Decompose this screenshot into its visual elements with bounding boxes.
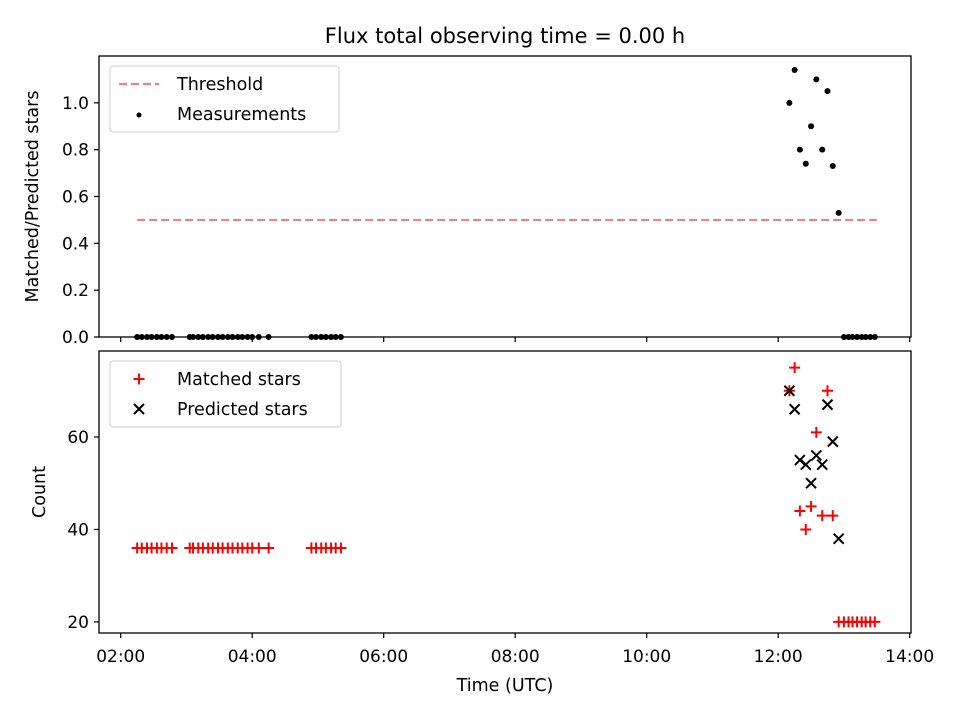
matched-point [800, 523, 812, 535]
legend-box [109, 360, 342, 428]
x-tick-label: 08:00 [491, 647, 540, 667]
measurement-point [786, 99, 793, 106]
legend-label: Predicted stars [177, 400, 308, 420]
measurement-point [802, 160, 809, 167]
measurement-point [819, 146, 826, 153]
legend-measurement-swatch [136, 112, 142, 118]
y-axis-label: Count [30, 466, 50, 518]
predicted-point [783, 385, 796, 397]
matched-point [166, 542, 178, 554]
measurement-point [813, 76, 820, 83]
legend-box [109, 65, 340, 133]
y-tick-label: 60 [67, 428, 89, 448]
y-tick-label: 1.0 [62, 94, 89, 114]
measurement-point [835, 209, 842, 216]
predicted-point [788, 403, 801, 415]
y-tick-label: 0.6 [62, 188, 89, 208]
legend: Matched stars Predicted stars [109, 360, 342, 428]
matched-point [827, 510, 839, 522]
x-tick-label: 10:00 [622, 647, 671, 667]
plot-frame [98, 350, 912, 634]
series-x [783, 385, 845, 545]
y-tick-label: 40 [67, 520, 89, 540]
predicted-point [832, 532, 845, 545]
series-plus [131, 362, 881, 628]
y-tick-label: 0.8 [62, 141, 89, 161]
matched-point [253, 542, 265, 554]
x-axis-label: Time (UTC) [456, 676, 554, 696]
x-tick-label: 02:00 [96, 647, 145, 667]
y-tick-label: 20 [67, 613, 89, 633]
x-tick-label: 06:00 [359, 647, 408, 667]
top-panel: 0.0 0.2 0.4 0.6 0.8 1.0 Matched/Predicted star… [23, 55, 912, 348]
legend-label: Matched stars [177, 370, 301, 390]
predicted-point [805, 477, 817, 489]
measurement-point [808, 123, 815, 130]
y-tick-label: 0.4 [62, 234, 89, 254]
legend: Threshold Measurements [109, 65, 340, 133]
matched-point [816, 510, 828, 522]
y-tick-label: 0.2 [62, 281, 89, 301]
measurement-point [796, 146, 803, 153]
bottom-panel: 02:00 04:00 06:00 08:00 10:00 12:00 14:00 20 40 6… [30, 350, 934, 667]
predicted-point [800, 459, 812, 471]
predicted-point [816, 459, 828, 471]
measurement-point [791, 67, 798, 74]
matched-point [805, 500, 817, 512]
y-tick-label: 0.0 [62, 328, 89, 348]
x-tick-label: 12:00 [754, 647, 803, 667]
legend-label: Measurements [177, 105, 306, 125]
measurement-point [829, 163, 836, 170]
measurement-point [824, 88, 831, 95]
y-axis-label: Matched/Predicted stars [23, 91, 43, 303]
predicted-point [821, 398, 834, 411]
matched-point [821, 385, 833, 397]
predicted-point [810, 449, 823, 462]
predicted-point [827, 435, 839, 448]
legend-matched-swatch [133, 373, 145, 385]
matched-point [789, 362, 801, 374]
legend-predicted-swatch [133, 403, 145, 415]
legend-label: Threshold [176, 75, 263, 95]
x-tick-label: 14:00 [885, 647, 934, 667]
matched-point [335, 542, 347, 554]
matched-point [794, 505, 806, 517]
chart-title: Flux total observing time = 0.00 h [325, 24, 685, 48]
matched-point [263, 542, 275, 554]
matched-point [810, 426, 822, 438]
x-tick-label: 04:00 [228, 647, 277, 667]
matched-point [869, 616, 881, 628]
